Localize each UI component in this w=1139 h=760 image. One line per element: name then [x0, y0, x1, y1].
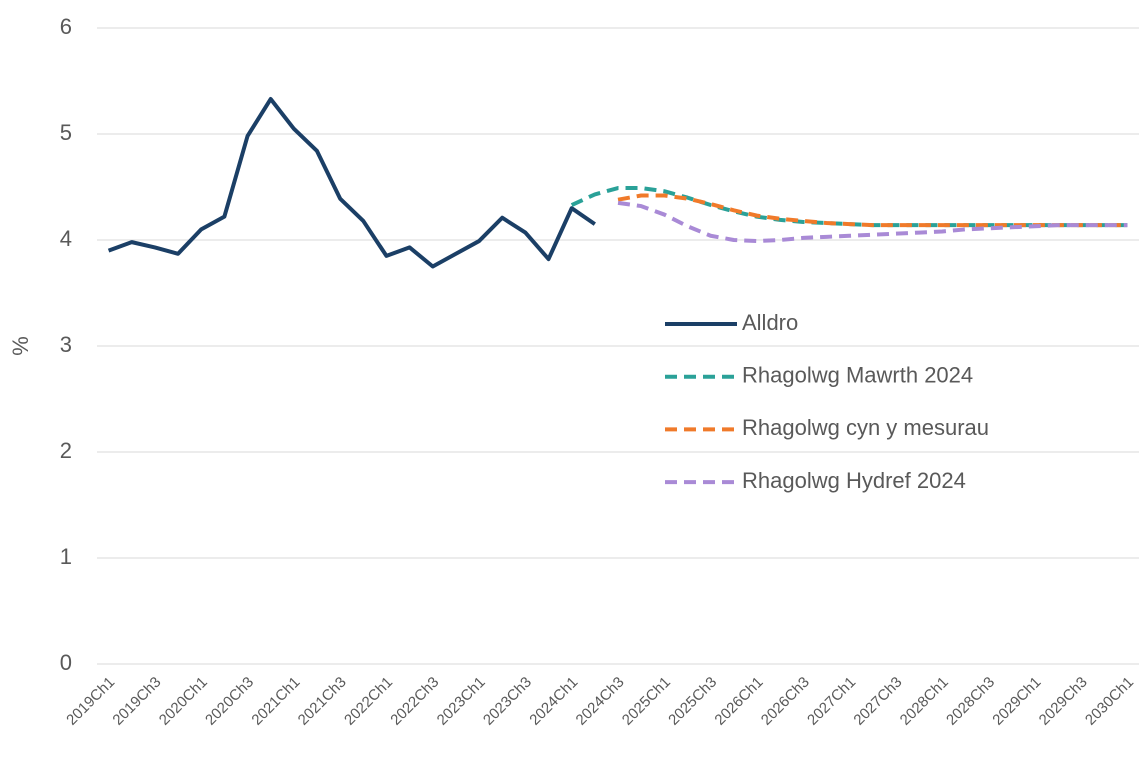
- x-tick-label: 2019Ch3: [109, 674, 164, 729]
- y-axis-label: %: [8, 336, 33, 356]
- legend-label: Rhagolwg Mawrth 2024: [742, 363, 973, 388]
- x-tick-label: 2028Ch3: [943, 674, 998, 729]
- y-tick-label: 0: [60, 650, 72, 675]
- x-tick-label: 2022Ch1: [341, 674, 396, 729]
- legend-label: Alldro: [742, 310, 798, 335]
- series-line: [107, 97, 596, 269]
- x-tick-label: 2023Ch1: [434, 674, 489, 729]
- y-tick-label: 6: [60, 14, 72, 39]
- x-tick-label: 2029Ch1: [989, 674, 1044, 729]
- legend-label: Rhagolwg Hydref 2024: [742, 468, 966, 493]
- x-tick-label: 2025Ch1: [619, 674, 674, 729]
- series-line: [617, 193, 1128, 228]
- x-tick-label: 2027Ch3: [850, 674, 905, 729]
- x-tick-label: 2026Ch3: [758, 674, 813, 729]
- x-tick-label: 2028Ch1: [897, 674, 952, 729]
- x-tick-label: 2027Ch1: [804, 674, 859, 729]
- x-tick-label: 2020Ch1: [156, 674, 211, 729]
- x-tick-label: 2021Ch3: [295, 674, 350, 729]
- x-tick-label: 2029Ch3: [1036, 674, 1091, 729]
- y-tick-label: 3: [60, 332, 72, 357]
- x-tick-label: 2024Ch3: [573, 674, 628, 729]
- y-tick-label: 5: [60, 120, 72, 145]
- y-tick-label: 1: [60, 544, 72, 569]
- x-tick-label: 2023Ch3: [480, 674, 535, 729]
- x-tick-label: 2019Ch1: [63, 674, 118, 729]
- x-tick-label: 2022Ch3: [387, 674, 442, 729]
- x-tick-label: 2021Ch1: [248, 674, 303, 729]
- series-line: [617, 200, 1128, 244]
- x-tick-label: 2030Ch1: [1082, 674, 1137, 729]
- y-tick-label: 4: [60, 226, 72, 251]
- x-tick-label: 2020Ch3: [202, 674, 257, 729]
- x-tick-label: 2026Ch1: [711, 674, 766, 729]
- legend-label: Rhagolwg cyn y mesurau: [742, 415, 989, 440]
- x-tick-label: 2024Ch1: [526, 674, 581, 729]
- x-tick-label: 2025Ch3: [665, 674, 720, 729]
- y-tick-label: 2: [60, 438, 72, 463]
- series-line: [570, 186, 1128, 228]
